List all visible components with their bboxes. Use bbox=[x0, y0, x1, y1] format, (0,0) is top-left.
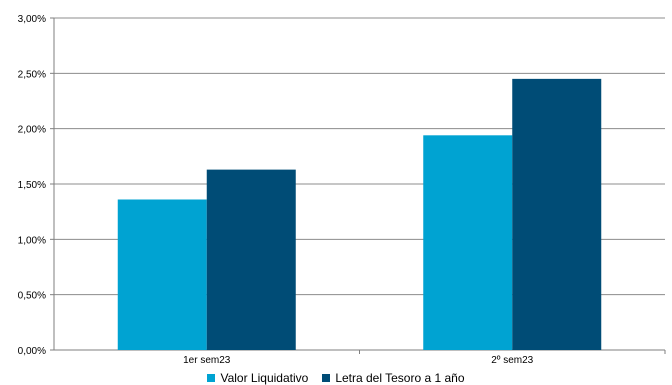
y-tick-label: 1,50% bbox=[18, 180, 46, 191]
x-axis bbox=[53, 18, 666, 354]
legend-swatch-valor-liquidativo bbox=[207, 374, 216, 382]
x-axis-labels: 1er sem23 2º sem23 bbox=[183, 355, 534, 366]
bars bbox=[117, 78, 602, 350]
bar-chart: 0,00% 0,50% 1,00% 1,50% 2,00% 2,50% 3,00% 1er … bbox=[18, 14, 666, 366]
bar-letra-del-tesoro-a-1-a-o-1 bbox=[206, 169, 296, 350]
legend-item-letra-tesoro: Letra del Tesoro a 1 año bbox=[322, 371, 465, 385]
x-category-label: 1er sem23 bbox=[183, 355, 231, 366]
bar-valor-liquidativo-2 bbox=[423, 135, 513, 350]
y-tick-label: 1,00% bbox=[18, 235, 46, 246]
bar-valor-liquidativo-1 bbox=[117, 199, 207, 350]
y-tick-label: 2,50% bbox=[18, 69, 46, 80]
legend-swatch-letra-tesoro bbox=[322, 374, 331, 382]
y-tick-label: 0,50% bbox=[18, 291, 46, 302]
bar-letra-del-tesoro-a-1-a-o-2 bbox=[512, 78, 602, 350]
y-axis-ticks: 0,00% 0,50% 1,00% 1,50% 2,00% 2,50% 3,00% bbox=[18, 14, 54, 357]
y-tick-label: 3,00% bbox=[18, 14, 46, 25]
y-tick-label: 0,00% bbox=[18, 346, 46, 357]
legend: Valor Liquidativo Letra del Tesoro a 1 a… bbox=[0, 371, 672, 385]
y-tick-label: 2,00% bbox=[18, 125, 46, 136]
legend-label-letra-tesoro: Letra del Tesoro a 1 año bbox=[335, 371, 465, 385]
x-category-label: 2º sem23 bbox=[491, 355, 533, 366]
legend-item-valor-liquidativo: Valor Liquidativo bbox=[207, 371, 308, 385]
legend-label-valor-liquidativo: Valor Liquidativo bbox=[220, 371, 309, 385]
